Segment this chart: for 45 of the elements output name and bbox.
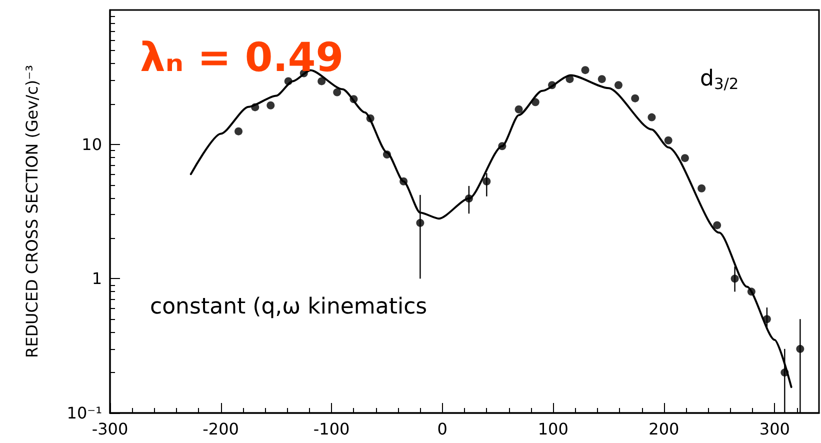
point xyxy=(796,344,804,353)
annotation: constant (q,ω kinematics xyxy=(150,294,428,320)
x-tick-label: 0 xyxy=(437,420,448,438)
point xyxy=(482,177,491,186)
point xyxy=(698,184,706,192)
point xyxy=(780,368,789,377)
point xyxy=(251,103,260,112)
point xyxy=(648,113,656,122)
point xyxy=(366,114,374,122)
point xyxy=(762,315,771,324)
x-tick-label: 200 xyxy=(648,420,680,438)
y-tick-label: 10⁻¹ xyxy=(66,404,102,422)
point xyxy=(664,136,672,144)
point xyxy=(581,66,590,74)
point xyxy=(514,105,523,114)
point xyxy=(598,75,606,84)
point xyxy=(284,77,292,86)
point xyxy=(713,221,722,230)
point xyxy=(234,127,243,136)
point xyxy=(464,194,473,203)
point xyxy=(566,75,574,84)
point xyxy=(382,150,391,159)
point xyxy=(318,77,326,86)
point xyxy=(333,88,342,96)
x-tick-label: 300 xyxy=(759,420,790,438)
point xyxy=(416,218,424,227)
x-tick-label: -200 xyxy=(202,420,239,438)
point xyxy=(531,98,540,106)
x-tick-label: -100 xyxy=(313,420,350,438)
point xyxy=(730,274,739,283)
y-axis-title: REDUCED CROSS SECTION (Gev/c)⁻³ xyxy=(22,64,42,358)
point xyxy=(614,81,622,90)
point xyxy=(350,95,358,104)
y-tick-label: 10 xyxy=(82,134,102,154)
point xyxy=(680,154,689,162)
x-tick-label: -300 xyxy=(92,420,128,438)
annotation: λₙ = 0.49 xyxy=(140,35,344,81)
x-tick-label: 100 xyxy=(538,420,568,438)
point xyxy=(548,81,556,90)
point xyxy=(747,288,756,296)
point xyxy=(266,101,275,110)
y-tick-label: 1 xyxy=(92,269,102,288)
point xyxy=(498,142,506,150)
point xyxy=(631,94,640,102)
point xyxy=(400,177,408,186)
